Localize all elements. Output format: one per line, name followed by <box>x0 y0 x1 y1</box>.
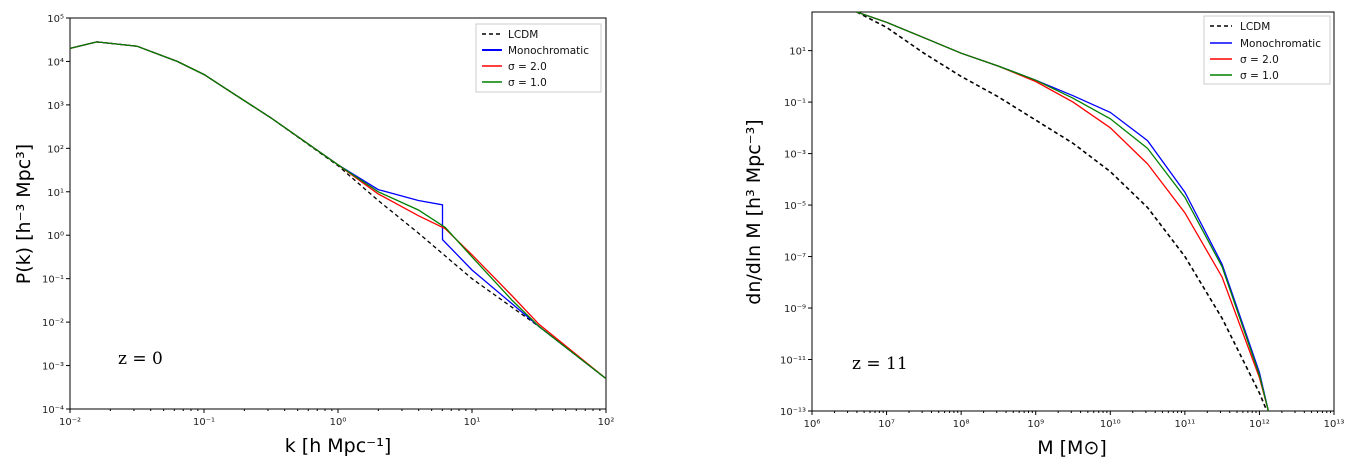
x-tick-label: 10⁶ <box>804 419 821 430</box>
x-tick-label: 10⁹ <box>1027 419 1044 430</box>
plot-frame <box>811 11 1335 412</box>
y-tick-label: 10³ <box>47 101 64 112</box>
y-tick-label: 10⁻¹¹ <box>780 356 806 367</box>
x-tick-label: 10⁻¹ <box>193 417 215 428</box>
series-line <box>856 11 1270 412</box>
axis-ticks: 10⁻² 10⁻¹ 10⁰ 10¹ 10² 10⁻⁴ 10⁻³ 10⁻² 10⁻¹ 10⁰ 10¹ 1… <box>42 14 614 428</box>
y-tick-label: 10⁻⁵ <box>784 201 806 212</box>
power-spectrum-chart: 10⁻² 10⁻¹ 10⁰ 10¹ 10² 10⁻⁴ 10⁻³ 10⁻² 10⁻¹ 10⁰ 10¹ 1… <box>13 14 614 457</box>
y-tick-label: 10⁻³ <box>42 362 64 373</box>
y-tick-label: 10⁻¹³ <box>780 407 806 418</box>
y-tick-label: 10⁴ <box>47 57 64 68</box>
legend-label: LCDM <box>508 29 538 41</box>
mass-function-chart: 10⁶ 10⁷ 10⁸ 10⁹ 10¹⁰ 10¹¹ 10¹² 10¹³ 10⁻¹³ 10⁻¹¹ 10… <box>743 11 1344 459</box>
y-tick-label: 10⁵ <box>47 14 64 25</box>
legend-label: σ = 1.0 <box>1240 70 1279 82</box>
series-lines <box>856 11 1270 412</box>
x-tick-label: 10¹⁰ <box>1100 419 1121 430</box>
x-tick-label: 10¹ <box>464 417 481 428</box>
legend: LCDM Monochromatic σ = 2.0 σ = 1.0 <box>475 23 602 93</box>
y-tick-label: 10⁻⁴ <box>42 405 64 416</box>
x-tick-label: 10¹² <box>1249 419 1270 430</box>
series-line <box>69 41 607 380</box>
y-axis-label: P(k) [h⁻³ Mpc³] <box>13 144 35 284</box>
x-tick-label: 10⁸ <box>953 419 970 430</box>
x-tick-label: 10⁻² <box>59 417 81 428</box>
series-lines <box>69 41 607 380</box>
x-tick-label: 10⁷ <box>878 419 895 430</box>
y-tick-label: 10² <box>47 144 64 155</box>
legend-box <box>475 23 602 93</box>
y-tick-label: 10¹ <box>47 188 64 199</box>
legend: LCDM Monochromatic σ = 2.0 σ = 1.0 <box>1203 15 1331 85</box>
x-axis-label: M [M⊙] <box>1037 437 1107 459</box>
x-tick-label: 10⁰ <box>330 417 347 428</box>
x-tick-label: 10¹³ <box>1324 419 1345 430</box>
x-axis-label: k [h Mpc⁻¹] <box>285 435 392 457</box>
legend-label: σ = 1.0 <box>508 77 547 89</box>
y-tick-label: 10⁻¹ <box>784 98 806 109</box>
y-tick-label: 10⁻⁹ <box>784 304 806 315</box>
y-tick-label: 10⁻¹ <box>42 275 64 286</box>
y-tick-label: 10⁻⁷ <box>784 253 806 264</box>
y-tick-label: 10¹ <box>789 47 806 58</box>
y-axis-label: dn/dln M [h³ Mpc⁻³] <box>743 119 765 304</box>
legend-label: σ = 2.0 <box>508 61 547 73</box>
axis-ticks: 10⁶ 10⁷ 10⁸ 10⁹ 10¹⁰ 10¹¹ 10¹² 10¹³ 10⁻¹³ 10⁻¹¹ 10… <box>780 47 1344 430</box>
legend-label: Monochromatic <box>1240 38 1321 50</box>
legend-label: Monochromatic <box>508 45 589 57</box>
y-tick-label: 10⁻² <box>42 318 64 329</box>
legend-label: LCDM <box>1240 21 1270 33</box>
series-line <box>856 11 1268 412</box>
redshift-annotation: z = 0 <box>118 349 163 369</box>
legend-box <box>1203 15 1331 85</box>
y-tick-label: 10⁰ <box>47 231 64 242</box>
y-tick-label: 10⁻³ <box>784 150 806 161</box>
redshift-annotation: z = 11 <box>852 354 908 374</box>
x-tick-label: 10² <box>598 417 615 428</box>
legend-label: σ = 2.0 <box>1240 54 1279 66</box>
x-tick-label: 10¹¹ <box>1174 419 1195 430</box>
